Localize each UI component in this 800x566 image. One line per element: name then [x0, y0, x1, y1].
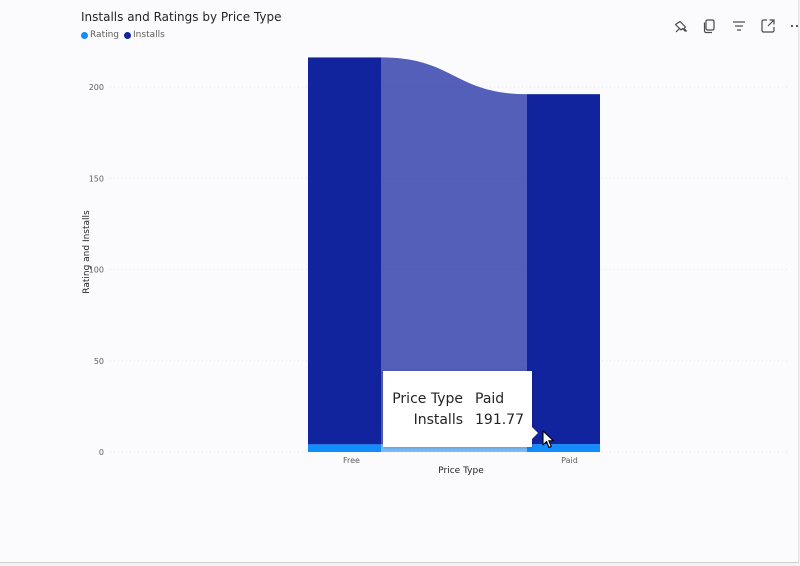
legend-item-installs[interactable]: Installs — [124, 30, 165, 40]
mouse-cursor-icon — [542, 430, 555, 449]
x-tick-label: Paid — [561, 456, 578, 465]
y-tick-label: 0 — [99, 448, 104, 457]
tooltip-pointer — [532, 427, 538, 439]
x-tick-label: Free — [343, 456, 360, 465]
tooltip-row-price-type: Price Type Paid — [383, 391, 532, 411]
filter-icon[interactable] — [730, 17, 748, 35]
tooltip-value: 191.77 — [475, 412, 524, 428]
chart-marks — [308, 57, 600, 452]
more-options-icon[interactable] — [788, 17, 800, 35]
legend-label-installs: Installs — [133, 30, 165, 40]
y-tick-label: 100 — [89, 266, 104, 275]
copy-icon[interactable] — [701, 17, 719, 35]
bar-rating-free — [308, 444, 381, 452]
legend-marker-installs — [124, 31, 132, 39]
legend-item-rating[interactable]: Rating — [81, 30, 119, 40]
legend-label-rating: Rating — [90, 30, 120, 40]
legend: Rating Installs — [81, 30, 170, 40]
y-axis-ticks: 0 50 100 150 200 — [89, 83, 104, 457]
chart-plot: 0 50 100 150 200 Free Paid Price Type Rating … — [82, 57, 790, 476]
ribbon-installs — [381, 57, 527, 445]
y-tick-label: 150 — [89, 174, 104, 183]
data-tooltip: Price Type Paid Installs 191.77 — [383, 371, 538, 447]
x-axis-title: Price Type — [438, 466, 484, 476]
bar-installs-paid — [527, 94, 600, 445]
pin-icon[interactable] — [672, 17, 690, 35]
tooltip-row-installs: Installs 191.77 — [383, 412, 532, 432]
y-tick-label: 50 — [94, 357, 104, 366]
chart-title: Installs and Ratings by Price Type — [81, 10, 282, 24]
focus-mode-icon[interactable] — [759, 17, 777, 35]
tooltip-value: Paid — [475, 391, 505, 407]
bar-installs-free — [308, 57, 381, 445]
tooltip-key: Installs — [413, 412, 463, 428]
bar-rating-paid — [527, 444, 600, 452]
y-tick-label: 200 — [89, 83, 104, 92]
tooltip-key: Price Type — [392, 391, 463, 407]
x-axis-ticks: Free Paid — [343, 456, 578, 465]
y-axis-title: Rating and Installs — [82, 210, 92, 294]
legend-marker-rating — [81, 31, 88, 39]
